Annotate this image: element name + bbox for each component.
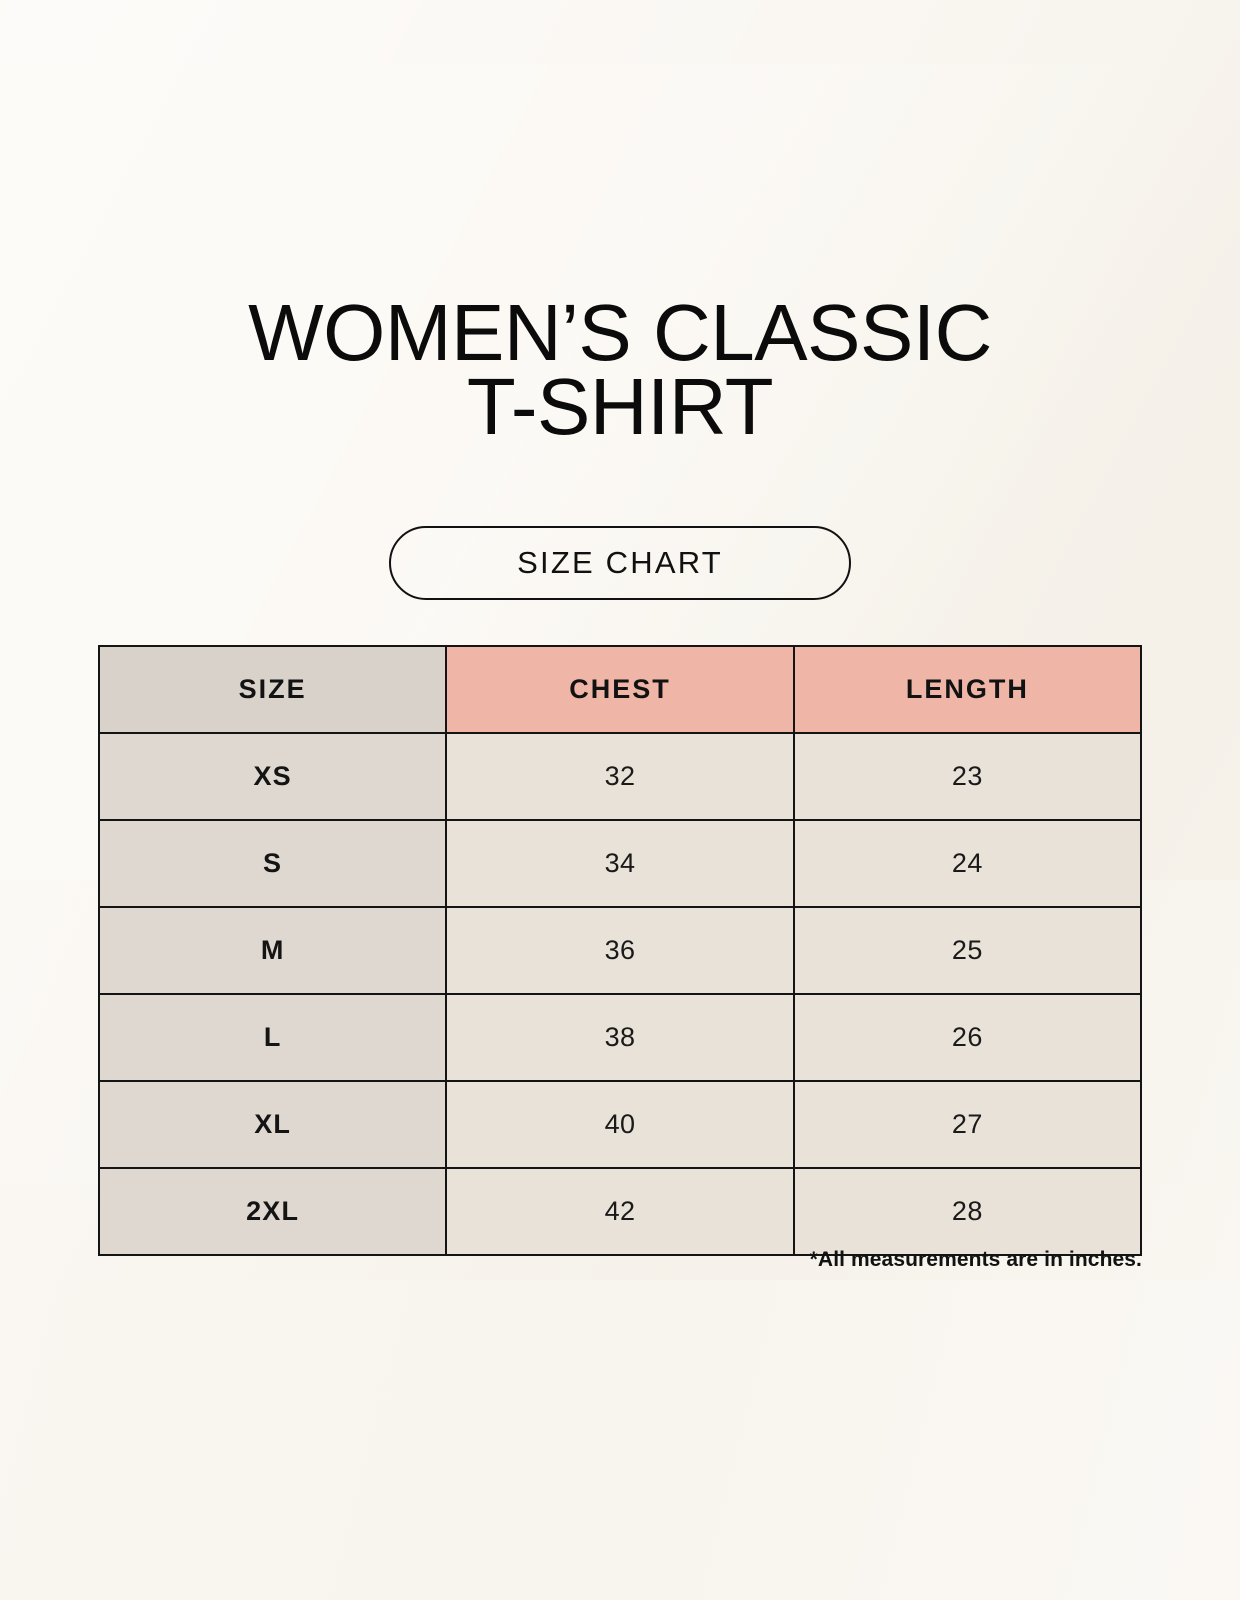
measurement-footnote: *All measurements are in inches. [809,1248,1142,1271]
cell-chest: 36 [445,906,795,995]
column-header-length: LENGTH [792,645,1143,734]
table-row: L 38 26 [97,993,1143,1082]
cell-size: L [97,993,448,1082]
size-table-container: SIZE CHEST LENGTH XS 32 23 S 34 24 [97,645,1143,1256]
cell-length: 23 [792,732,1143,821]
column-header-size: SIZE [97,645,448,734]
table-row: M 36 25 [97,906,1143,995]
cell-size: M [97,906,448,995]
page-title: WOMEN’S CLASSIC T-SHIRT [0,288,1240,451]
size-chart-badge-container: SIZE CHART [0,526,1240,600]
cell-size: S [97,819,448,908]
cell-chest: 34 [445,819,795,908]
table-row: XS 32 23 [97,732,1143,821]
table-row: 2XL 42 28 [97,1167,1143,1256]
size-table: SIZE CHEST LENGTH XS 32 23 S 34 24 [97,645,1143,1256]
size-table-head: SIZE CHEST LENGTH [97,645,1143,734]
cell-size: 2XL [97,1167,448,1256]
cell-chest: 38 [445,993,795,1082]
cell-size: XL [97,1080,448,1169]
cell-chest: 32 [445,732,795,821]
page-title-line-2: T-SHIRT [466,362,774,451]
page-title-line-1: WOMEN’S CLASSIC [248,288,992,377]
table-row: S 34 24 [97,819,1143,908]
table-row: XL 40 27 [97,1080,1143,1169]
size-chart-badge: SIZE CHART [389,526,851,600]
cell-length: 27 [792,1080,1143,1169]
cell-chest: 42 [445,1167,795,1256]
table-header-row: SIZE CHEST LENGTH [97,645,1143,734]
cell-chest: 40 [445,1080,795,1169]
size-chart-badge-label: SIZE CHART [517,545,723,580]
cell-length: 28 [792,1167,1143,1256]
cell-size: XS [97,732,448,821]
size-table-body: XS 32 23 S 34 24 M 36 25 L [97,732,1143,1256]
column-header-chest: CHEST [445,645,795,734]
cell-length: 25 [792,906,1143,995]
cell-length: 26 [792,993,1143,1082]
cell-length: 24 [792,819,1143,908]
